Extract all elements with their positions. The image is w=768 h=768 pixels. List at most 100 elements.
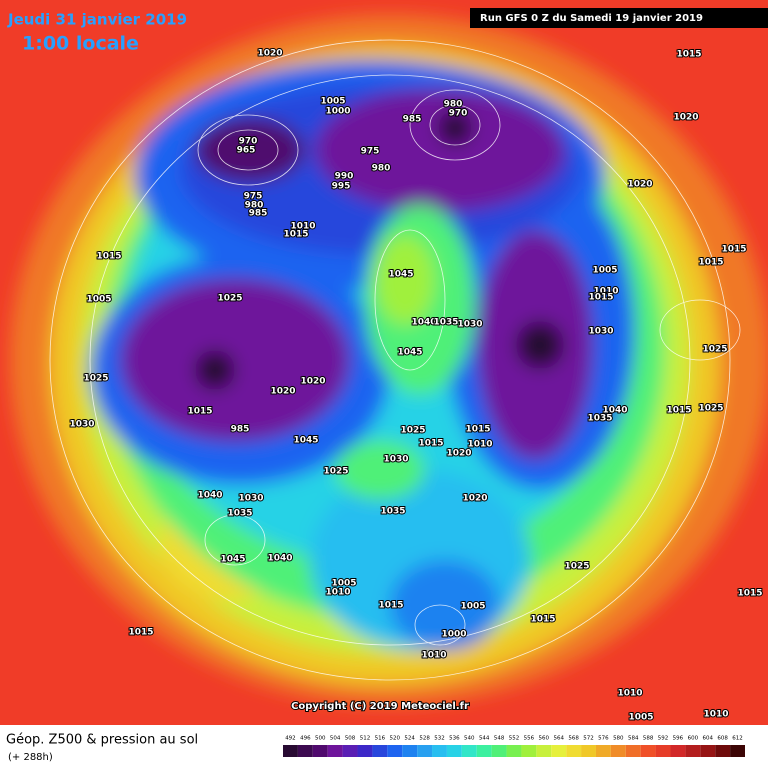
colorbar-swatch	[312, 745, 328, 757]
colorbar-swatch	[446, 745, 462, 757]
colorbar-swatch	[566, 745, 582, 757]
colorbar-swatch	[655, 745, 671, 757]
colorbar-tick-label: 500	[315, 736, 326, 742]
isobar-label: 1010	[290, 222, 315, 232]
colorbar-swatch	[536, 745, 552, 757]
isobar-label: 1005	[628, 713, 653, 723]
colorbar-swatch	[432, 745, 447, 757]
isobar-label: 1020	[462, 494, 487, 504]
isobar-label: 1040	[267, 554, 292, 564]
isobar-label: 1010	[467, 440, 492, 450]
colorbar-tick-label: 536	[449, 736, 460, 742]
isobar-label: 1015	[721, 245, 746, 255]
colorbar-swatch	[327, 745, 343, 757]
isobar-label: 1025	[702, 345, 727, 355]
colorbar-tick-label: 544	[479, 736, 490, 742]
isobar-label: 1045	[293, 436, 318, 446]
colorbar-swatch	[491, 745, 507, 757]
colorbar-tick-label: 604	[702, 736, 713, 742]
colorbar-tick-label: 532	[434, 736, 445, 742]
isobar-label: 1020	[673, 113, 698, 123]
colorbar-tick-label: 496	[300, 736, 311, 742]
isobar-label: 1035	[433, 318, 458, 328]
isobar-label: 1025	[698, 404, 723, 414]
colorbar-swatch	[625, 745, 641, 757]
isobar-label: 970	[449, 109, 468, 119]
isobar-label: 1030	[457, 320, 482, 330]
footer-lead: (+ 288h)	[8, 752, 53, 763]
isobar-label: 1010	[325, 588, 350, 598]
isobar-label: 980	[372, 164, 391, 174]
isobar-label: 1030	[588, 327, 613, 337]
colorbar-tick-label: 608	[717, 736, 728, 742]
colorbar-swatch	[610, 745, 626, 757]
isobar-label: 1015	[96, 252, 121, 262]
isobar-label: 1030	[238, 494, 263, 504]
isobar-label: 1005	[86, 295, 111, 305]
isobar-label: 1040	[197, 491, 222, 501]
isobar-label: 1005	[320, 97, 345, 107]
isobar-label: 1025	[217, 294, 242, 304]
colorbar-swatch	[521, 745, 537, 757]
isobar-label: 980	[444, 100, 463, 110]
colorbar-tick-label: 564	[553, 736, 564, 742]
isobar-label: 1040	[411, 318, 436, 328]
date: Jeudi 31 janvier 2019	[7, 11, 187, 29]
isobar-label: 1015	[698, 258, 723, 268]
colorbar-swatch	[476, 745, 492, 757]
isobar-label: 1015	[588, 293, 613, 303]
isobar-label: 1000	[325, 107, 350, 117]
isobar-label: 990	[335, 172, 354, 182]
isobar-label: 985	[249, 209, 268, 219]
colorbar-swatch	[581, 745, 596, 757]
colorbar-tick-label: 524	[404, 736, 415, 742]
isobar-label: 980	[245, 201, 264, 211]
isobar-label: 1040	[602, 406, 627, 416]
isobar-lines	[49, 39, 741, 681]
colorbar-tick-label: 592	[658, 736, 669, 742]
isobar-label: 1025	[564, 562, 589, 572]
colorbar-swatch	[357, 745, 373, 757]
run: Run GFS 0 Z du Samedi 19 janvier 2019	[480, 13, 703, 24]
isobar-label: 1035	[587, 414, 612, 424]
isobar-label: 1005	[592, 266, 617, 276]
colorbar-swatch	[342, 745, 358, 757]
colorbar-tick-label: 556	[524, 736, 535, 742]
colorbar-tick-label: 492	[285, 736, 296, 742]
colorbar-swatch	[417, 745, 433, 757]
isobar-label: 1015	[187, 407, 212, 417]
colorbar-tick-label: 512	[360, 736, 371, 742]
isobar-label: 1010	[703, 710, 728, 720]
isobar-label: 975	[244, 192, 263, 202]
colorbar-swatch	[387, 745, 403, 757]
isobar-label: 1025	[400, 426, 425, 436]
footer-title: Géop. Z500 & pression au sol	[6, 733, 198, 748]
colorbar-tick-label: 516	[375, 736, 386, 742]
colorbar-tick-label: 540	[464, 736, 475, 742]
isobar-label: 1015	[737, 589, 762, 599]
isobar-label: 1015	[378, 601, 403, 611]
isobar-label: 1035	[227, 509, 252, 519]
isobar-label: 995	[332, 182, 351, 192]
isobar-label: 1020	[257, 49, 282, 59]
colorbar-tick-label: 584	[628, 736, 639, 742]
colorbar-swatch	[402, 745, 418, 757]
colorbar-swatch	[730, 745, 745, 757]
isobar-label: 1015	[530, 615, 555, 625]
colorbar-tick-label: 560	[539, 736, 550, 742]
isobar-label: 1000	[441, 630, 466, 640]
colorbar-swatch	[297, 745, 313, 757]
colorbar-tick-label: 504	[330, 736, 341, 742]
isobar-label: 1020	[446, 449, 471, 459]
isobar-label: 970	[239, 137, 258, 147]
isobar-label: 1015	[666, 406, 691, 416]
isobar-label: 1045	[220, 555, 245, 565]
isobar-label: 1030	[383, 455, 408, 465]
isobar-label: 1015	[676, 50, 701, 60]
isobar-label: 1025	[83, 374, 108, 384]
colorbar-swatch	[551, 745, 567, 757]
isobar-label: 1010	[617, 689, 642, 699]
